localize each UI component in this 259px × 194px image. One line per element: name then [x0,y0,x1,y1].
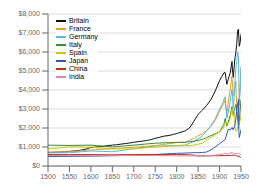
svg-text:1550: 1550 [62,173,78,180]
svg-text:$1,000: $1,000 [19,143,41,150]
svg-text:1600: 1600 [83,173,99,180]
html-text:Germany: Germany [69,33,98,40]
html-text:France: France [69,25,91,32]
html-text:Japan: Japan [69,57,89,64]
svg-text:1900: 1900 [212,173,228,180]
svg-text:$8,000: $8,000 [19,10,41,17]
html-text:Spain: Spain [69,49,87,56]
svg-text:$5,000: $5,000 [19,67,41,74]
svg-text:$6,000: $6,000 [19,48,41,55]
svg-text:$7,000: $7,000 [19,29,41,36]
svg-text:$4,000: $4,000 [19,86,41,93]
svg-text:1850: 1850 [190,173,206,180]
svg-text:1950: 1950 [233,173,249,180]
svg-text:$2,000: $2,000 [19,124,41,131]
svg-text:1650: 1650 [105,173,121,180]
svg-text:$0: $0 [32,162,40,169]
html-text:India: India [69,73,85,80]
svg-text:1800: 1800 [169,173,185,180]
html-text:Britain: Britain [69,17,89,24]
svg-text:1750: 1750 [147,173,163,180]
svg-text:$3,000: $3,000 [19,105,41,112]
html-text:Italy: Italy [69,41,82,48]
svg-text:1700: 1700 [126,173,142,180]
html-text:China: China [69,65,88,72]
svg-text:1500: 1500 [40,173,56,180]
